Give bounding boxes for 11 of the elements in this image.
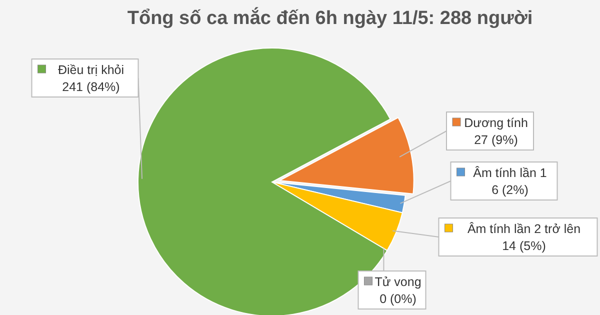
legend-label: Âm tính lần 2 trở lên <box>467 222 581 236</box>
data-label: 14 (5%) <box>502 239 546 253</box>
legend-label: Dương tính <box>464 116 528 130</box>
text: 0 (0%) <box>380 292 416 306</box>
legend-label: Âm tính lần 1 <box>473 166 547 180</box>
data-label: 6 (2%) <box>492 183 528 197</box>
chart-title: Tổng số ca mắc đến 6h ngày 11/5: 288 người <box>127 7 533 29</box>
data-label: 27 (9%) <box>474 133 518 147</box>
legend-label: Tử vong <box>374 275 422 289</box>
data-label: 241 (84%) <box>62 80 120 94</box>
legend-label: Điều trị khỏi <box>58 63 124 77</box>
